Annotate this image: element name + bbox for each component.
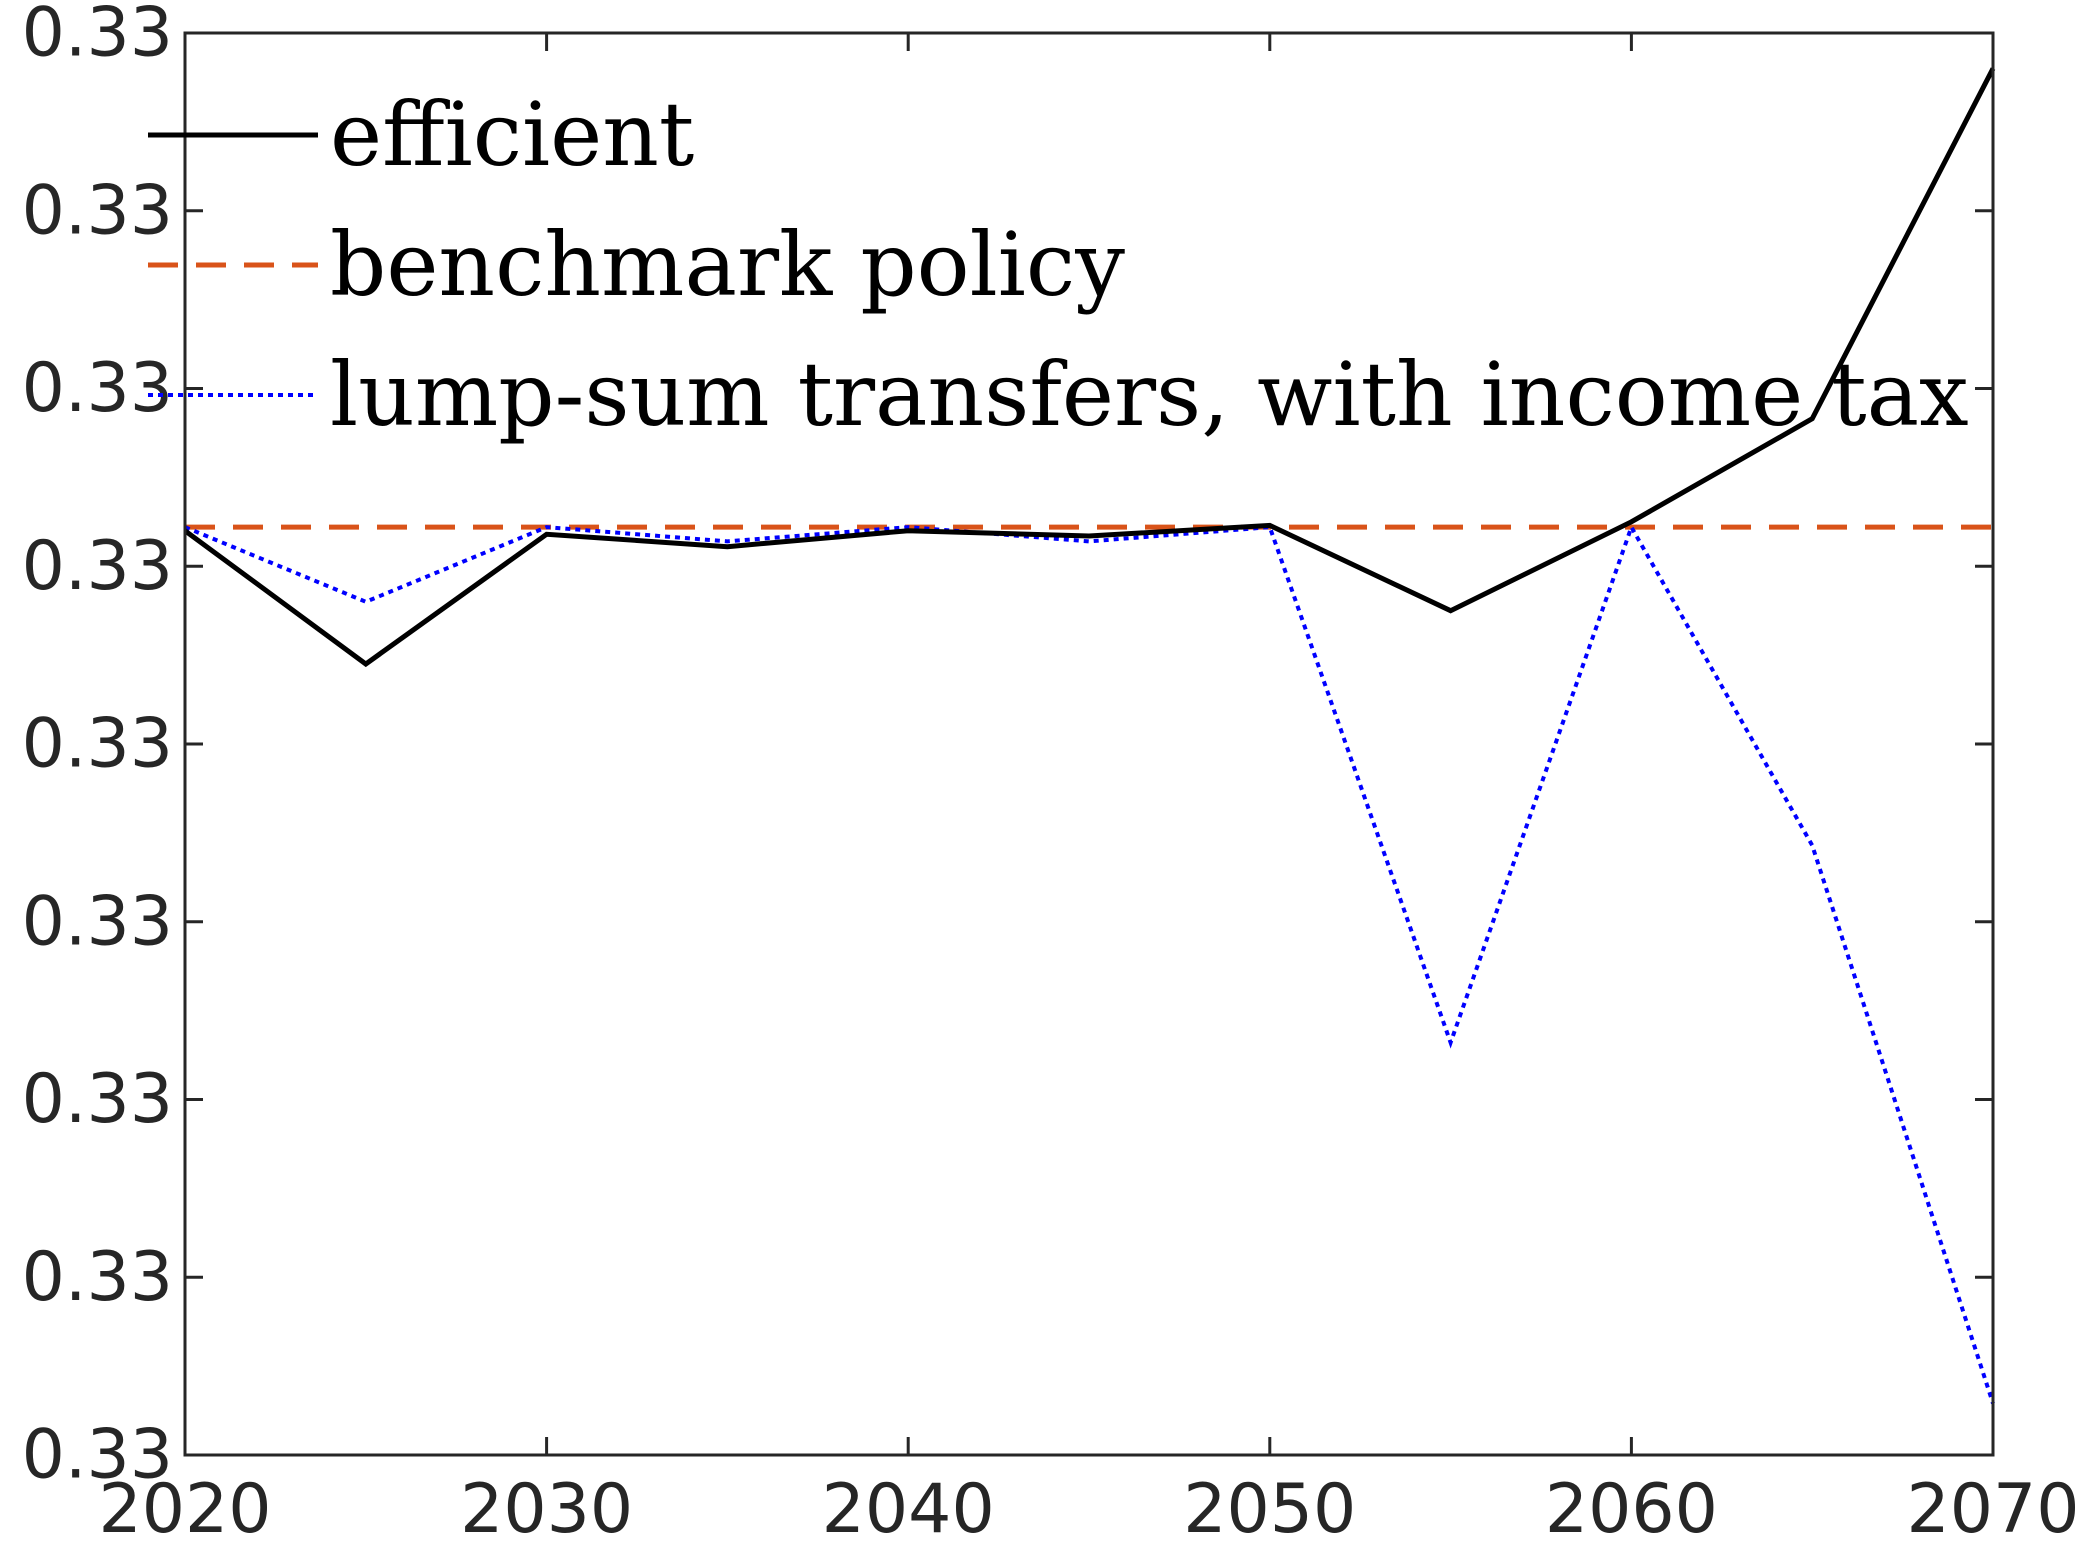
x-tick-label: 2030 xyxy=(460,1470,633,1549)
y-tick-label: 0.33 xyxy=(22,171,173,250)
legend-label-2: lump-sum transfers, with income tax xyxy=(330,343,1969,446)
x-tick-label: 2020 xyxy=(98,1470,271,1549)
series-line-2 xyxy=(184,522,1995,1405)
x-tick-label: 2050 xyxy=(1183,1470,1356,1549)
tick-labels: 0.330.330.330.330.330.330.330.330.332020… xyxy=(22,0,2080,1549)
series-line-0 xyxy=(183,67,1996,668)
series-layer xyxy=(183,67,1996,1405)
axes-box xyxy=(183,31,1995,1457)
y-tick-label: 0.33 xyxy=(22,0,173,73)
y-tick-label: 0.33 xyxy=(22,882,173,961)
x-tick-label: 2040 xyxy=(822,1470,995,1549)
y-tick-label: 0.33 xyxy=(22,1238,173,1317)
y-tick-label: 0.33 xyxy=(22,705,173,784)
y-tick-label: 0.33 xyxy=(22,527,173,606)
x-tick-label: 2060 xyxy=(1545,1470,1718,1549)
y-tick-label: 0.33 xyxy=(22,349,173,428)
y-tick-label: 0.33 xyxy=(22,1060,173,1139)
x-tick-label: 2070 xyxy=(1906,1470,2079,1549)
legend-label-0: efficient xyxy=(330,83,694,186)
legend-label-1: benchmark policy xyxy=(330,213,1125,316)
y-tick-label: 0.33 xyxy=(22,1416,173,1495)
legend: efficient benchmark policy lump-sum transf… xyxy=(148,83,1969,446)
